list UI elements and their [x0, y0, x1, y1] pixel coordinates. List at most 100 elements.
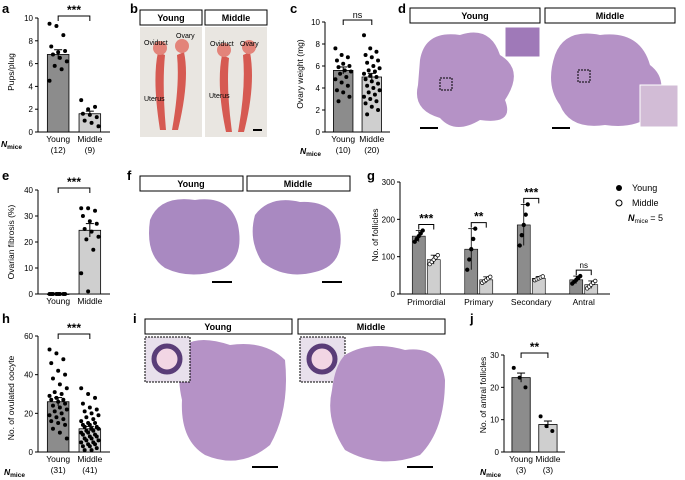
- panel-d-header-young-text: Young: [461, 11, 488, 21]
- panel-e: e Ovarian fibrosis (%) 0 10 20 30 40 Young Mid…: [2, 168, 110, 306]
- h-point: [93, 421, 98, 425]
- a-point: [59, 67, 64, 72]
- panel-d-header-middle: [544, 7, 676, 24]
- h-ytick-label: 20: [24, 409, 33, 418]
- e-point: [79, 271, 84, 276]
- c-n: (10): [336, 145, 351, 155]
- h-point: [47, 393, 52, 398]
- a-point: [80, 111, 85, 116]
- panel-d-header-middle-text: Middle: [596, 11, 625, 21]
- c-point: [371, 64, 376, 68]
- c-point: [334, 88, 339, 93]
- c-xcat: Middle: [359, 134, 384, 144]
- panel-c-ylabel: Ovary weight (mg): [295, 39, 305, 109]
- c-point: [374, 99, 379, 104]
- a-point: [50, 52, 55, 57]
- c-point: [376, 108, 381, 112]
- c-point: [365, 112, 370, 117]
- j-point: [538, 414, 543, 419]
- oocyte-middle: [306, 343, 338, 375]
- c-point: [371, 86, 376, 90]
- panel-i-letter: i: [133, 311, 137, 326]
- c-point: [362, 71, 366, 76]
- h-point: [93, 395, 98, 400]
- h-point: [82, 424, 87, 429]
- a-point: [87, 112, 92, 117]
- a-ytick-label: 10: [24, 14, 33, 23]
- h-point: [61, 357, 66, 362]
- g-point: [525, 202, 530, 207]
- panel-b-photo-young: [140, 27, 202, 137]
- oocyte-young: [151, 343, 183, 375]
- c-ytick-label: 4: [316, 84, 321, 93]
- j-sig-bracket: [520, 352, 549, 358]
- panel-a-letter: a: [2, 1, 10, 16]
- h-xcat: Middle: [77, 454, 102, 464]
- panel-f-header-young-text: Young: [177, 179, 204, 189]
- a-sig-bracket: [57, 15, 91, 21]
- c-point: [365, 60, 370, 65]
- panel-g-ylabel: No. of follicles: [370, 209, 380, 262]
- e-point: [94, 221, 99, 226]
- panel-f-header-young: [139, 175, 244, 192]
- g-point: [420, 228, 425, 233]
- c-sig-label: ns: [353, 10, 363, 20]
- a-point: [94, 115, 99, 120]
- h-point: [87, 444, 92, 449]
- h-point: [87, 422, 92, 427]
- panel-h: h No. of ovulated oocyte 0 20 40 60 Young(31…: [2, 311, 110, 479]
- c-point: [369, 104, 374, 109]
- c-point: [368, 46, 373, 51]
- c-point: [363, 101, 368, 106]
- h-point: [59, 392, 64, 396]
- h-point: [64, 386, 69, 391]
- h-point: [56, 399, 61, 404]
- panel-d-header-young: [409, 7, 541, 24]
- h-point: [57, 382, 62, 387]
- tissue-middle-f: [252, 200, 341, 275]
- label-oviduct-young: Oviduct: [144, 40, 168, 47]
- a-ytick-label: 8: [29, 37, 34, 46]
- panel-a-ylabel: Pups/plug: [6, 53, 16, 91]
- h-point: [96, 426, 101, 431]
- c-point: [368, 97, 373, 101]
- h-point: [47, 347, 52, 352]
- c-point: [347, 64, 352, 68]
- a-point: [93, 104, 98, 109]
- panel-b-letter: b: [130, 1, 138, 16]
- a-point: [56, 50, 61, 55]
- h-point: [64, 407, 69, 412]
- legend-young-marker: [616, 185, 622, 191]
- c-point: [368, 73, 373, 78]
- c-point: [374, 49, 379, 54]
- g-sig-bracket: [575, 269, 592, 276]
- panel-j-ylabel: No. of antral follicles: [478, 357, 488, 434]
- panel-g: g No. of follicles 0 100 200 300 Primordial *…: [367, 168, 663, 307]
- c-point: [376, 58, 381, 63]
- c-point: [345, 83, 350, 88]
- panel-b-photo-middle: [205, 27, 267, 137]
- h-point: [56, 421, 61, 425]
- a-xcat: Middle: [77, 134, 102, 144]
- c-ytick-label: 2: [316, 106, 321, 115]
- c-point: [342, 68, 347, 73]
- g-point: [469, 247, 474, 252]
- panel-g-plot: 0 100 200 300 Primordial *** Primary ** Secondar…: [382, 178, 610, 307]
- h-point: [87, 405, 92, 410]
- uterus-young: [153, 39, 189, 130]
- legend-middle-label: Middle: [632, 198, 659, 208]
- g-xcat: Secondary: [511, 297, 552, 307]
- inset-box-middle-d: [577, 69, 591, 83]
- panel-g-letter: g: [367, 168, 375, 183]
- c-point: [376, 81, 381, 86]
- label-ovary-young: Ovary: [176, 33, 195, 40]
- c-point: [363, 77, 368, 82]
- c-point: [362, 94, 366, 99]
- a-point: [61, 33, 66, 38]
- g-xcat: Primary: [464, 297, 494, 307]
- j-n: (3): [516, 465, 527, 475]
- label-oviduct-middle: Oviduct: [210, 41, 234, 48]
- c-point: [344, 75, 349, 79]
- g-point: [465, 267, 470, 272]
